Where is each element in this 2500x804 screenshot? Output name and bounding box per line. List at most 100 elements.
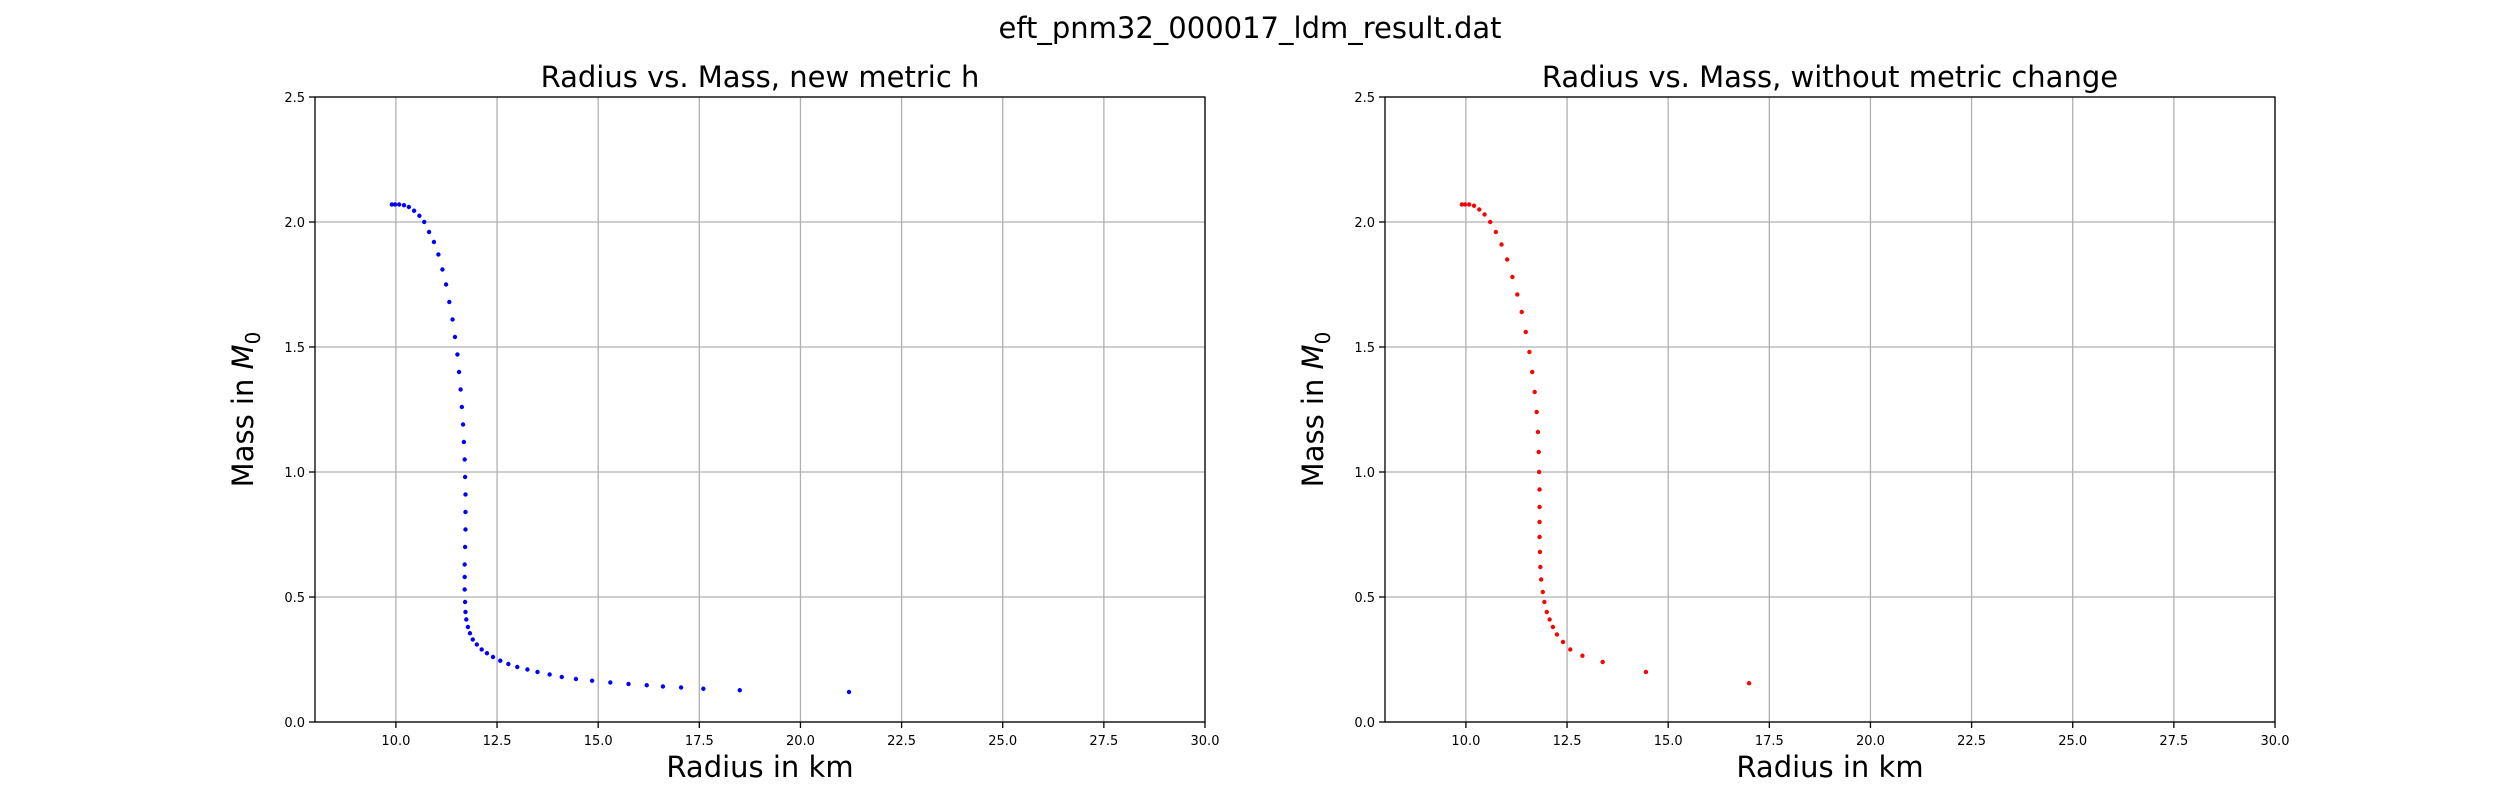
- data-point: [463, 609, 468, 615]
- y-tick-label: 1.0: [284, 466, 305, 481]
- data-point: [626, 681, 631, 687]
- data-point: [1643, 669, 1649, 675]
- y-tick-label: 2.5: [284, 91, 305, 106]
- data-point: [450, 317, 455, 322]
- y-tick-label: 1.0: [1354, 466, 1375, 481]
- data-point: [1459, 202, 1465, 207]
- data-point: [644, 683, 649, 688]
- data-point: [458, 387, 463, 392]
- data-point: [737, 688, 742, 693]
- y-tick-label: 2.0: [1354, 216, 1375, 231]
- data-point: [463, 492, 468, 497]
- data-point: [1482, 212, 1487, 217]
- data-point: [465, 624, 471, 630]
- x-tick-label: 12.5: [483, 734, 512, 749]
- data-point: [1537, 487, 1542, 492]
- data-point: [463, 509, 468, 515]
- data-point: [440, 267, 445, 272]
- x-tick-label: 27.5: [1089, 734, 1118, 749]
- data-point: [479, 647, 484, 652]
- data-point: [1537, 519, 1542, 525]
- data-point: [1535, 429, 1541, 435]
- data-point: [406, 204, 412, 210]
- x-tick-label: 25.0: [988, 734, 1017, 749]
- data-point: [1519, 309, 1524, 315]
- y-axis-label: Mass in M0: [1296, 332, 1335, 488]
- data-point: [447, 299, 452, 305]
- data-point: [1536, 469, 1542, 475]
- data-point: [470, 637, 475, 642]
- data-point: [498, 658, 503, 663]
- data-point: [535, 669, 540, 675]
- data-point: [1600, 659, 1605, 665]
- data-point: [1471, 203, 1477, 208]
- y-tick-label: 1.5: [1354, 341, 1375, 356]
- chart-2: 10.0 12.5 15.0 17.5 20.0 22.5 25.0 27.5 30.0 0.0 0…: [1296, 60, 2289, 784]
- data-point: [1530, 369, 1535, 375]
- plot-frame: [314, 96, 1206, 723]
- data-point: [1537, 549, 1543, 555]
- x-tick-label: 25.0: [2058, 734, 2087, 749]
- data-point: [1527, 349, 1532, 355]
- data-point: [678, 685, 684, 690]
- data-point: [436, 252, 441, 257]
- y-tick-label: 2.0: [284, 216, 305, 231]
- data-point: [1547, 617, 1552, 622]
- y-tick-label: 0.5: [1354, 591, 1375, 606]
- chart-1: 10.0 12.5 15.0 17.5 20.0 22.5 25.0 27.5 30.0 0.0 0…: [226, 60, 1219, 784]
- data-point: [443, 282, 449, 287]
- y-tick-label: 2.5: [1354, 91, 1375, 106]
- data-point: [1538, 564, 1543, 570]
- data-point: [426, 229, 432, 235]
- data-point: [460, 422, 466, 427]
- data-point: [1540, 589, 1545, 595]
- data-point: [525, 667, 530, 672]
- data-point: [392, 202, 398, 207]
- x-tick-label: 17.5: [685, 734, 714, 749]
- data-point: [1504, 257, 1510, 262]
- data-point: [1462, 202, 1468, 207]
- data-point: [1493, 229, 1499, 235]
- data-point: [515, 664, 520, 670]
- data-point: [1568, 647, 1573, 652]
- x-tick-label: 22.5: [1957, 734, 1986, 749]
- data-point: [462, 544, 468, 550]
- x-tick-label: 15.0: [1654, 734, 1683, 749]
- x-tick-label: 10.0: [381, 734, 410, 749]
- data-point: [1580, 653, 1585, 658]
- data-point: [431, 239, 437, 245]
- data-point: [474, 642, 480, 647]
- data-point: [455, 352, 460, 357]
- data-point: [1544, 609, 1550, 615]
- data-point: [1523, 329, 1528, 335]
- series-1: [1459, 202, 1752, 686]
- data-point: [462, 599, 468, 605]
- data-point: [462, 474, 468, 480]
- data-point: [456, 369, 462, 375]
- chart-title: Radius vs. Mass, without metric change: [1542, 60, 2118, 94]
- x-tick-label: 17.5: [1755, 734, 1784, 749]
- data-point: [462, 587, 467, 592]
- data-point: [1550, 624, 1556, 630]
- data-point: [608, 680, 613, 685]
- x-tick-label: 15.0: [584, 734, 613, 749]
- data-point: [1537, 504, 1542, 510]
- data-point: [1534, 409, 1539, 415]
- data-point: [1538, 577, 1544, 582]
- data-point: [1515, 292, 1520, 297]
- data-point: [452, 334, 458, 340]
- data-point: [464, 617, 469, 622]
- data-point: [1477, 207, 1482, 212]
- x-axis-label: Radius in km: [1736, 750, 1923, 784]
- x-tick-label: 30.0: [2261, 734, 2290, 749]
- y-axis-label: Mass in M0: [226, 332, 265, 488]
- data-point: [589, 678, 595, 683]
- data-point: [701, 686, 706, 691]
- x-tick-label: 20.0: [1856, 734, 1885, 749]
- data-point: [462, 574, 467, 580]
- y-tick-label: 1.5: [284, 341, 305, 356]
- data-point: [417, 213, 422, 218]
- data-point: [484, 651, 490, 656]
- data-point: [396, 202, 402, 207]
